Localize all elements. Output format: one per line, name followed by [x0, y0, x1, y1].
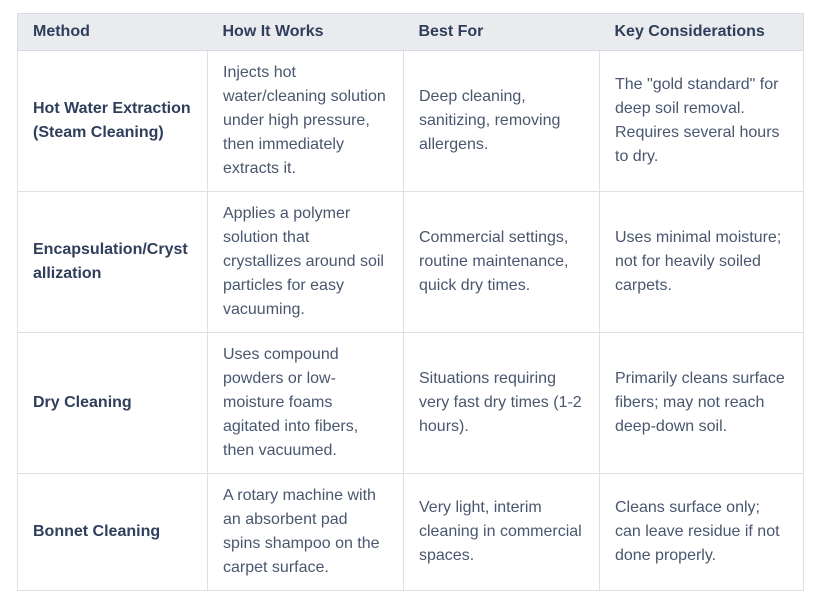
- table-row: Bonnet Cleaning A rotary machine with an…: [17, 473, 804, 591]
- table-row: Dry Cleaning Uses compound powders or lo…: [17, 332, 804, 474]
- column-header-best-for: Best For: [403, 13, 600, 51]
- column-header-method: Method: [17, 13, 208, 51]
- cell-how-it-works: Injects hot water/cleaning solution unde…: [207, 50, 404, 192]
- cell-key-considerations: Cleans surface only; can leave residue i…: [599, 473, 804, 591]
- cell-key-considerations: The "gold standard" for deep soil remova…: [599, 50, 804, 192]
- table-header-row: Method How It Works Best For Key Conside…: [17, 13, 804, 51]
- cell-best-for: Situations requiring very fast dry times…: [403, 332, 600, 474]
- cell-how-it-works: Uses compound powders or low-moisture fo…: [207, 332, 404, 474]
- cell-method: Encapsulation/Crystallization: [17, 191, 208, 333]
- cell-method: Dry Cleaning: [17, 332, 208, 474]
- cell-best-for: Deep cleaning, sanitizing, removing alle…: [403, 50, 600, 192]
- cell-how-it-works: A rotary machine with an absorbent pad s…: [207, 473, 404, 591]
- cell-best-for: Commercial settings, routine maintenance…: [403, 191, 600, 333]
- table-row: Encapsulation/Crystallization Applies a …: [17, 191, 804, 333]
- cell-how-it-works: Applies a polymer solution that crystall…: [207, 191, 404, 333]
- cell-key-considerations: Uses minimal moisture; not for heavily s…: [599, 191, 804, 333]
- cell-method: Hot Water Extraction (Steam Cleaning): [17, 50, 208, 192]
- column-header-key-considerations: Key Considerations: [599, 13, 804, 51]
- cell-method: Bonnet Cleaning: [17, 473, 208, 591]
- carpet-cleaning-methods-table: Method How It Works Best For Key Conside…: [17, 13, 804, 591]
- table-row: Hot Water Extraction (Steam Cleaning) In…: [17, 50, 804, 192]
- column-header-how-it-works: How It Works: [207, 13, 404, 51]
- cell-best-for: Very light, interim cleaning in commerci…: [403, 473, 600, 591]
- cell-key-considerations: Primarily cleans surface fibers; may not…: [599, 332, 804, 474]
